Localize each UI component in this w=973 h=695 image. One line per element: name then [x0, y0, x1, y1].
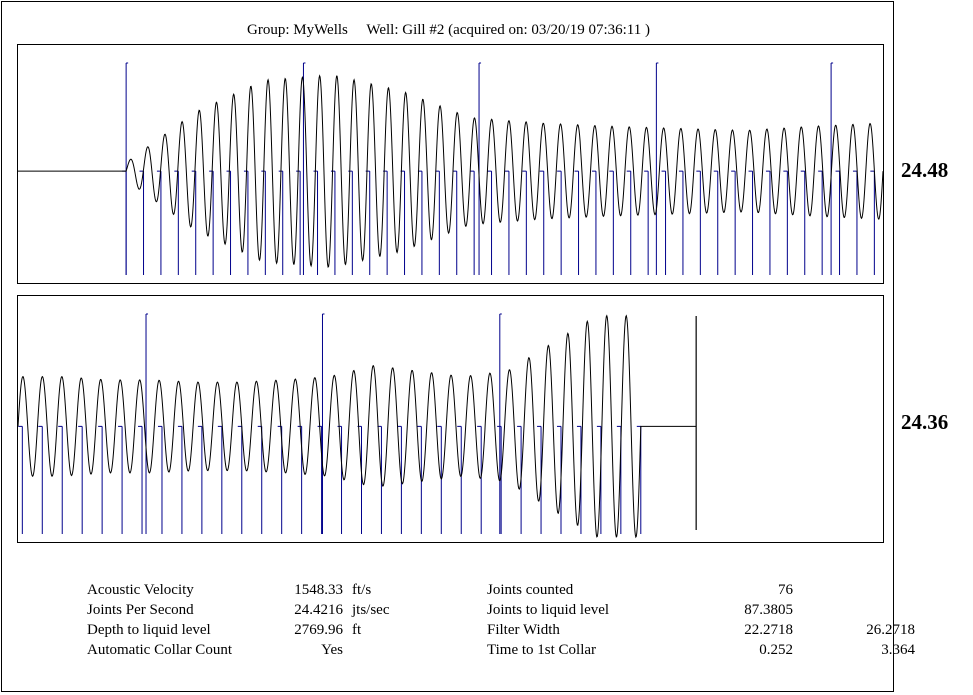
stat-label: Joints Per Second	[87, 602, 194, 618]
stat-label-2: Joints counted	[487, 582, 574, 598]
stat-unit: jts/sec	[352, 602, 390, 618]
stat-value-2: 76	[778, 582, 793, 598]
stat-unit: ft/s	[352, 582, 372, 598]
stat-unit: ft	[352, 622, 362, 638]
upper-rate-label: 24.48	[901, 158, 949, 182]
well-label: Well: Gill #2 (acquired on: 03/20/19 07:…	[366, 22, 650, 38]
stat-label-2: Filter Width	[487, 622, 560, 638]
upper-trace-chart	[18, 62, 883, 275]
stat-value: 2769.96	[294, 622, 343, 638]
acoustic-report-frame: Group: MyWells Well: Gill #2 (acquired o…	[1, 1, 894, 692]
stat-label-2: Joints to liquid level	[487, 602, 610, 618]
waveform-line	[18, 314, 697, 539]
stats-table: Acoustic Velocity 1548.33 ft/s Joints co…	[0, 580, 973, 690]
stat-value-2: 87.3805	[744, 602, 793, 618]
lower-trace-chart	[18, 313, 697, 539]
stat-label: Acoustic Velocity	[87, 582, 194, 598]
stat-label: Depth to liquid level	[87, 622, 211, 638]
stat-value: 1548.33	[294, 582, 343, 598]
stat-value: Yes	[321, 642, 343, 658]
stat-value-3: 3.364	[881, 642, 915, 658]
stat-value-2: 0.252	[759, 642, 793, 658]
lower-rate-label: 24.36	[901, 410, 949, 434]
stat-value-3: 26.2718	[866, 622, 915, 638]
lower-trace-panel	[17, 295, 884, 543]
stat-value: 24.4216	[294, 602, 343, 618]
stat-label: Automatic Collar Count	[87, 642, 232, 658]
waveform-line	[18, 74, 883, 269]
stat-label-2: Time to 1st Collar	[487, 642, 597, 658]
report-header: Group: MyWells Well: Gill #2 (acquired o…	[2, 20, 895, 40]
upper-trace-panel	[17, 44, 884, 284]
group-label: Group: MyWells	[247, 22, 348, 38]
stat-value-2: 22.2718	[744, 622, 793, 638]
